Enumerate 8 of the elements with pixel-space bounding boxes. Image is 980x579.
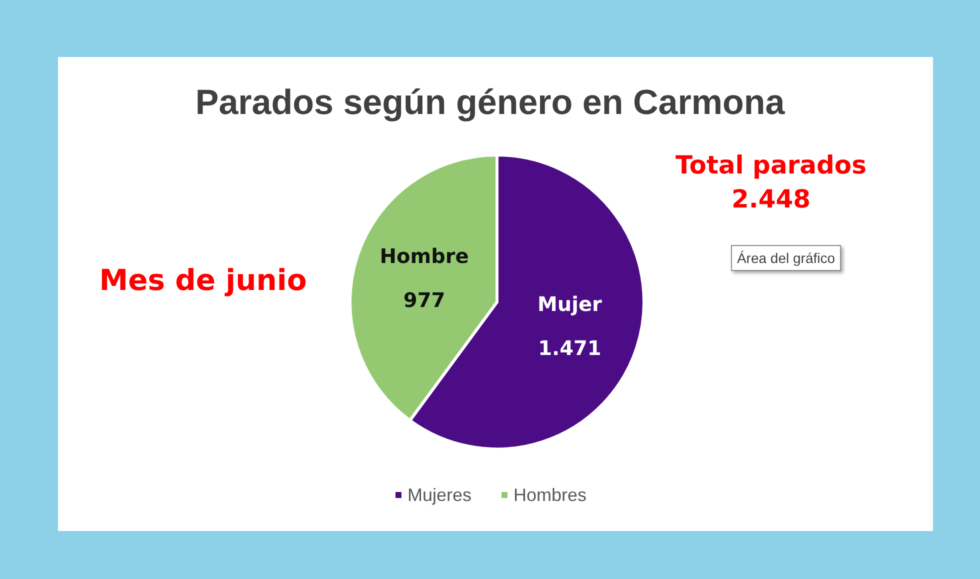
data-label: Hombre 977 [380, 244, 469, 312]
legend-label: Mujeres [407, 485, 472, 505]
data-label: Mujer 1.471 [537, 292, 602, 360]
text: Área del gráfico [736, 250, 836, 266]
text: Mes de junio [99, 263, 307, 297]
chart-title: Parados según género en Carmona [195, 83, 786, 122]
text: Total parados 2.448 [676, 150, 866, 214]
legend-label: Hombres [514, 485, 587, 505]
